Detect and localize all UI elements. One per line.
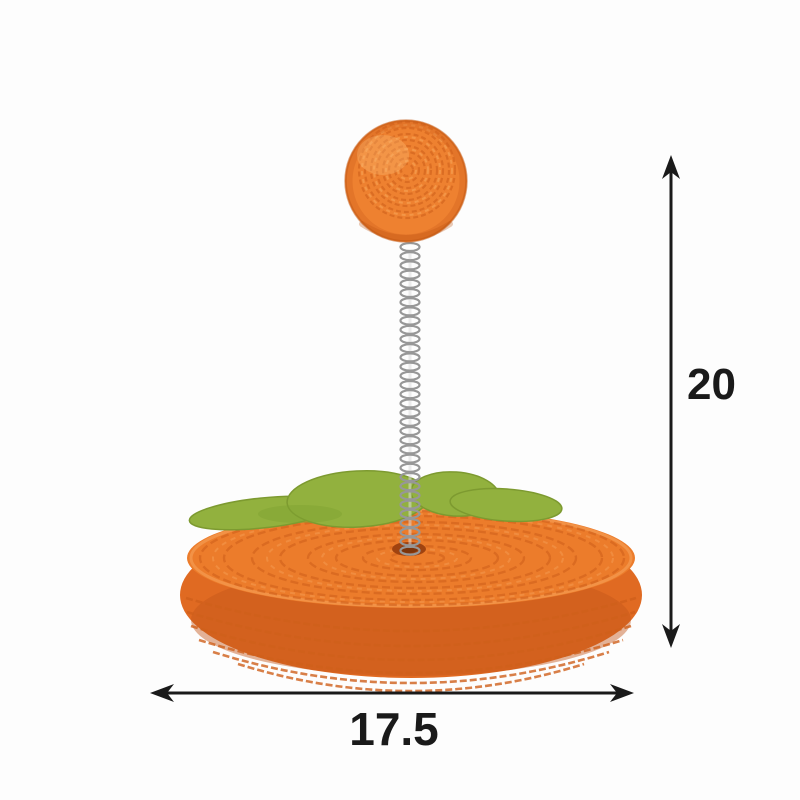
width-dimension: 17.5	[150, 684, 634, 755]
ball-rim-shade	[345, 120, 467, 242]
dimension-annotations: 20 17.5	[150, 155, 736, 755]
ball-rope-texture	[357, 120, 457, 220]
height-arrowhead-bottom-icon	[662, 624, 680, 648]
width-arrowhead-right-icon	[610, 684, 634, 702]
flower-shading	[258, 505, 342, 523]
base-side-texture	[185, 596, 637, 693]
spring	[399, 241, 421, 556]
width-dimension-label: 17.5	[349, 703, 439, 755]
height-dimension-label: 20	[687, 360, 736, 409]
rope-base	[180, 508, 642, 693]
ball-highlight	[357, 135, 409, 175]
ball-bottom-shadow	[359, 221, 453, 241]
ball-rope-texture-light	[361, 124, 453, 216]
ball-edge	[344, 119, 468, 243]
base-top-spiral-light	[212, 513, 614, 603]
height-arrowhead-top-icon	[662, 155, 680, 179]
felt-flower	[188, 470, 563, 531]
sisal-ball	[344, 119, 468, 243]
flower-petal-right	[449, 487, 563, 523]
height-dimension: 20	[662, 155, 736, 648]
width-arrowhead-left-icon	[150, 684, 174, 702]
